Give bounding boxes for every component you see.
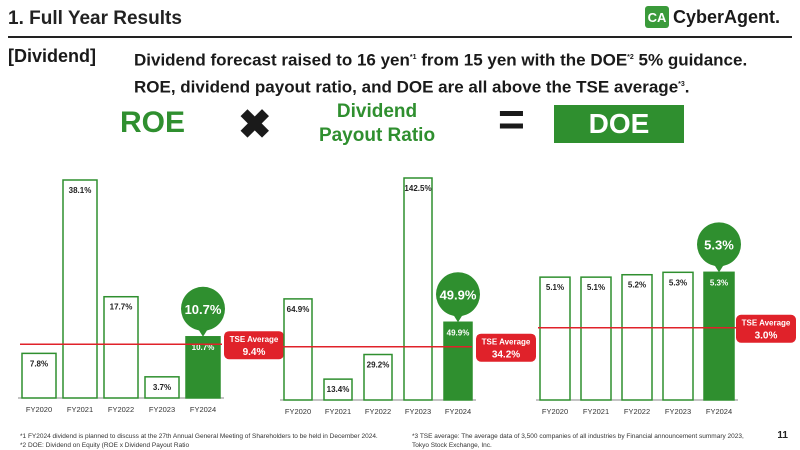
highlight-bubble bbox=[181, 286, 225, 331]
highlight-value: 5.3% bbox=[704, 237, 734, 252]
payout-label-line-1: Dividend bbox=[336, 101, 418, 122]
payout-ratio-label: Dividend Payout Ratio bbox=[318, 100, 436, 148]
page-title: 1. Full Year Results bbox=[8, 8, 182, 29]
bar-fy2020 bbox=[21, 352, 57, 399]
headline: Dividend forecast raised to 16 yen*1 fro… bbox=[134, 46, 747, 99]
tse-average-badge bbox=[736, 314, 796, 343]
headline-text: . bbox=[684, 77, 690, 97]
bar-value-label: 29.2% bbox=[367, 361, 390, 370]
bar-value-label: 142.5% bbox=[404, 184, 431, 193]
company-logo: CA CyberAgent. bbox=[644, 6, 780, 28]
highlight-value: 10.7% bbox=[185, 302, 222, 317]
bar-fy2023 bbox=[403, 177, 433, 401]
x-tick-label: FY2024 bbox=[190, 405, 216, 414]
footnote-ref: *1 bbox=[409, 54, 417, 61]
bar-value-label: 17.7% bbox=[110, 303, 133, 312]
footnotes-right: *3 TSE average: The average data of 3,50… bbox=[412, 432, 744, 450]
multiply-sign: ✖ bbox=[238, 103, 272, 147]
bar-value-label: 64.9% bbox=[287, 305, 310, 314]
bar-value-label: 49.9% bbox=[447, 328, 470, 337]
highlight-bubble-tail bbox=[453, 314, 463, 323]
x-tick-label: FY2024 bbox=[445, 407, 471, 416]
footnote-1: *1 FY2024 dividend is planned to discuss… bbox=[20, 433, 378, 440]
bar-fy2021 bbox=[62, 179, 98, 399]
x-tick-label: FY2023 bbox=[149, 405, 175, 414]
bar-fy2022 bbox=[621, 273, 653, 401]
footnote-ref: *2 bbox=[627, 54, 634, 61]
bar-fy2022 bbox=[103, 295, 139, 399]
bar-fy2023 bbox=[144, 376, 180, 399]
x-tick-label: FY2022 bbox=[624, 407, 650, 416]
equals-sign: = bbox=[498, 93, 525, 145]
bar-fy2024 bbox=[703, 271, 735, 401]
bar-value-label: 5.1% bbox=[587, 283, 605, 292]
bar-fy2021 bbox=[580, 276, 612, 401]
headline-text: 5% guidance. bbox=[633, 50, 748, 70]
payout-label-line-2: Payout Ratio bbox=[318, 125, 436, 146]
tse-average-label: TSE Average bbox=[742, 319, 791, 328]
footnote-3b: Tokyo Stock Exchange, Inc. bbox=[412, 442, 492, 449]
tse-average-value: 3.0% bbox=[755, 331, 778, 342]
headline-line-2: ROE, dividend payout ratio, and DOE are … bbox=[134, 73, 747, 100]
headline-text: from 15 yen with the DOE bbox=[416, 50, 628, 70]
bar-value-label: 38.1% bbox=[69, 186, 92, 195]
bar-fy2024 bbox=[443, 321, 473, 401]
x-tick-label: FY2023 bbox=[405, 407, 431, 416]
x-tick-label: FY2020 bbox=[542, 407, 568, 416]
bar-value-label: 13.4% bbox=[327, 385, 350, 394]
headline-text: Dividend forecast raised to 16 yen bbox=[134, 50, 410, 70]
bar-value-label: 5.3% bbox=[710, 278, 728, 287]
tse-average-value: 34.2% bbox=[492, 350, 520, 361]
highlight-bubble bbox=[436, 272, 480, 317]
x-tick-label: FY2022 bbox=[365, 407, 391, 416]
x-tick-label: FY2021 bbox=[325, 407, 351, 416]
highlight-bubble-tail bbox=[198, 328, 208, 337]
doe-label: DOE bbox=[554, 105, 684, 143]
bar-fy2024 bbox=[185, 336, 221, 399]
x-tick-label: FY2020 bbox=[285, 407, 311, 416]
footnote-ref: *3 bbox=[678, 80, 685, 88]
bar-value-label: 5.3% bbox=[669, 278, 687, 287]
x-tick-label: FY2024 bbox=[706, 407, 732, 416]
highlight-bubble-tail bbox=[714, 264, 724, 273]
headline-text: ROE, dividend payout ratio, and DOE are … bbox=[134, 77, 679, 97]
bar-value-label: 10.7% bbox=[192, 343, 215, 352]
bar-value-label: 5.1% bbox=[546, 283, 564, 292]
highlight-value: 49.9% bbox=[440, 287, 477, 302]
x-tick-label: FY2021 bbox=[67, 405, 93, 414]
bar-fy2022 bbox=[363, 353, 393, 401]
x-tick-label: FY2022 bbox=[108, 405, 134, 414]
bar-value-label: 5.2% bbox=[628, 281, 646, 290]
logo-text: CyberAgent. bbox=[672, 6, 780, 27]
footnote-3: *3 TSE average: The average data of 3,50… bbox=[412, 433, 744, 440]
x-tick-label: FY2023 bbox=[665, 407, 691, 416]
tse-average-value: 9.4% bbox=[243, 347, 266, 358]
roe-label: ROE bbox=[120, 106, 186, 139]
page-number: 11 bbox=[777, 430, 788, 441]
highlight-bubble bbox=[697, 222, 741, 267]
tse-average-badge bbox=[476, 333, 536, 362]
bar-value-label: 3.7% bbox=[153, 383, 171, 392]
bar-fy2020 bbox=[539, 276, 571, 401]
footnotes-left: *1 FY2024 dividend is planned to discuss… bbox=[20, 432, 378, 450]
headline-line-1: Dividend forecast raised to 16 yen*1 fro… bbox=[134, 46, 747, 73]
tse-average-label: TSE Average bbox=[230, 335, 279, 344]
bar-value-label: 7.8% bbox=[30, 359, 48, 368]
title-divider bbox=[8, 36, 792, 38]
x-tick-label: FY2020 bbox=[26, 405, 52, 414]
logo-mark: CA bbox=[644, 6, 669, 28]
footnote-2: *2 DOE: Dividend on Equity (ROE x Divide… bbox=[20, 442, 190, 449]
tse-average-label: TSE Average bbox=[482, 338, 531, 347]
bar-fy2020 bbox=[283, 298, 313, 401]
section-tag: [Dividend] bbox=[8, 46, 96, 66]
bar-fy2021 bbox=[323, 378, 353, 401]
x-tick-label: FY2021 bbox=[583, 407, 609, 416]
bar-fy2023 bbox=[662, 271, 694, 401]
tse-average-badge bbox=[224, 331, 284, 360]
